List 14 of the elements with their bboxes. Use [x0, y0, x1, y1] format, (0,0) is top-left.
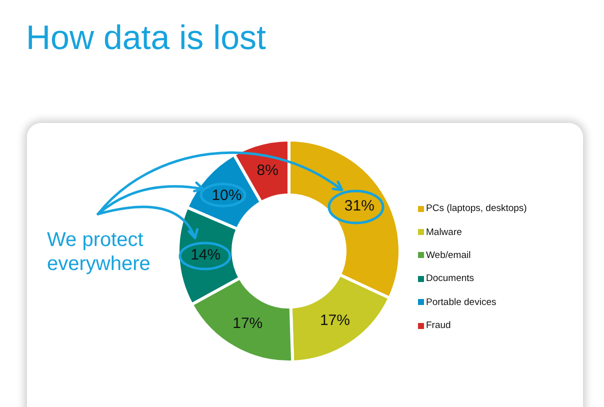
- chart-title: How data is lost: [26, 18, 266, 59]
- legend-label: Portable devices: [426, 296, 496, 308]
- legend-label: Fraud: [426, 320, 451, 332]
- data-label: 8%: [256, 162, 278, 179]
- data-label: 17%: [232, 315, 263, 332]
- legend-label: Web/email: [426, 250, 471, 261]
- data-label: 31%: [344, 198, 374, 215]
- legend-label: Documents: [426, 273, 474, 284]
- legend-label: PCs (laptops, desktops): [426, 203, 527, 214]
- text: We protect everywhere: [47, 228, 152, 276]
- legend-label: Malware: [426, 226, 462, 238]
- data-label: 14%: [190, 246, 221, 264]
- data-label: 10%: [212, 186, 242, 204]
- data-label: 17%: [320, 312, 350, 330]
